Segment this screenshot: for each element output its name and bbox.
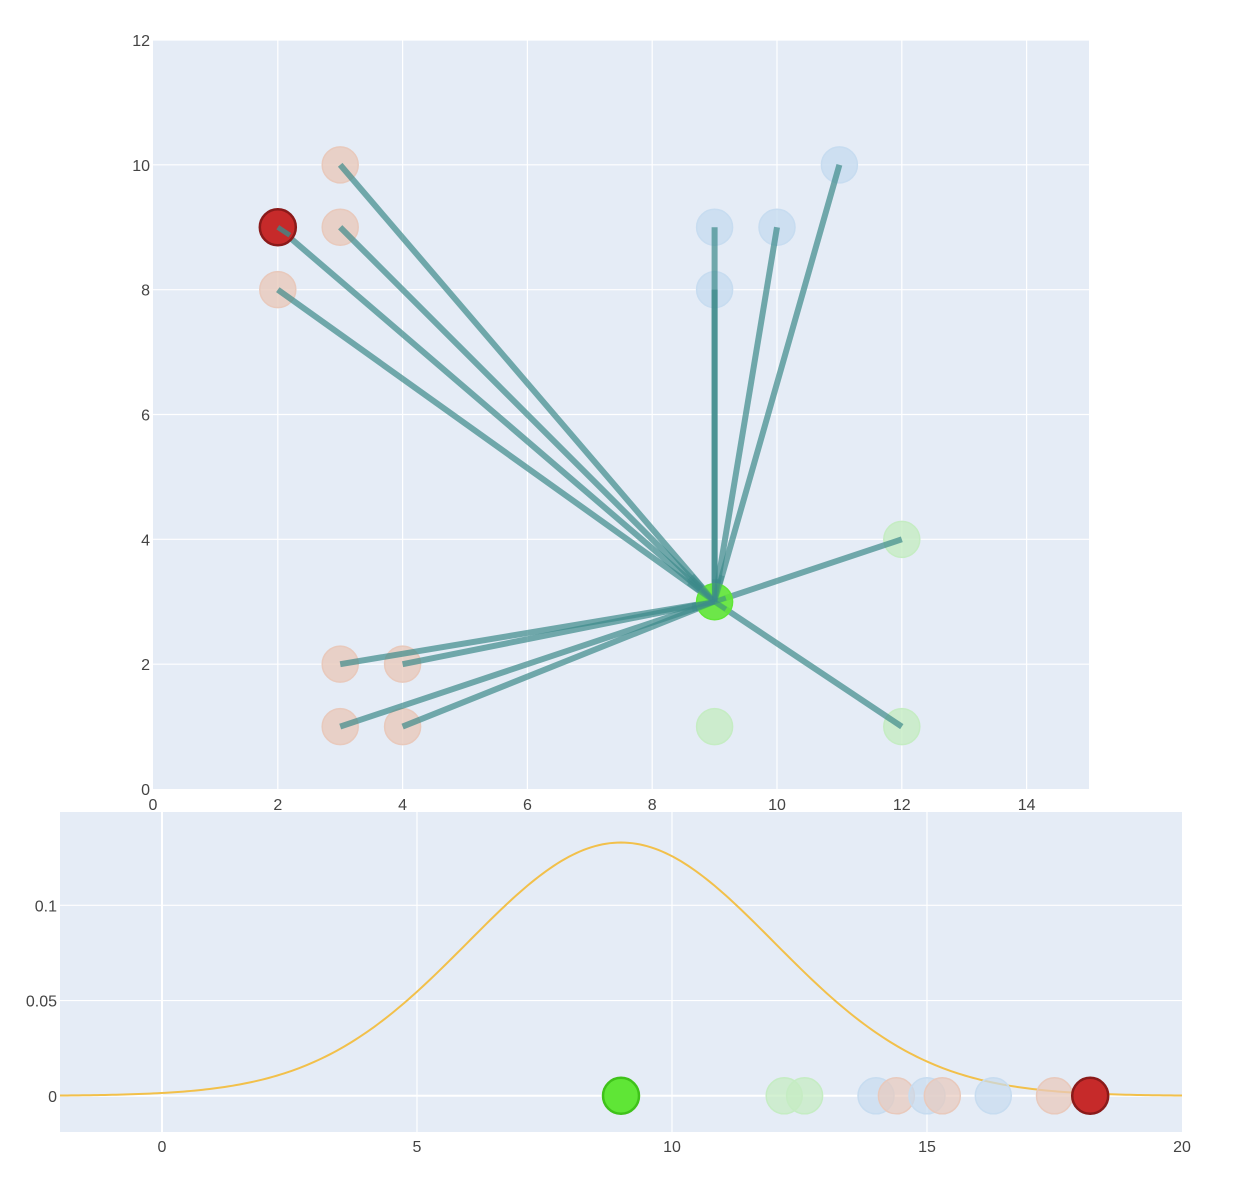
top-point [695,707,734,746]
top-y-tick-label: 0 [141,782,150,799]
bottom-y-tick-label: 0 [48,1089,57,1106]
bottom-point [785,1077,824,1115]
top-y-tick-label: 6 [141,408,150,425]
bottom-y-tick-label: 0.1 [35,898,57,915]
top-connection-line [337,162,717,604]
top-y-tick-label: 8 [141,283,150,300]
top-connection-line [711,164,843,603]
bottom-x-tick-label: 0 [158,1139,167,1156]
top-center-line-segment [713,599,728,612]
top-x-tick-label: 10 [768,797,786,814]
top-x-tick-label: 0 [149,797,158,814]
top-y-tick-label: 10 [132,158,150,175]
top-x-tick-label: 6 [523,797,532,814]
top-x-tick-label: 4 [398,797,407,814]
bottom-point [601,1076,641,1116]
bottom-point [923,1077,962,1115]
top-scatter-chart: 0 2 4 6 8 10 12 14 0 2 4 6 8 10 12 [132,33,1089,814]
top-center-line-segment [694,599,716,612]
bottom-x-tick-label: 10 [663,1139,681,1156]
top-connection-line [711,226,780,603]
bottom-y-tick-labels: 0 0.05 0.1 [26,898,57,1105]
bottom-y-tick-label: 0.05 [26,994,57,1011]
top-x-tick-label: 2 [273,797,282,814]
bottom-point [1070,1076,1110,1116]
bottom-point [1035,1077,1074,1115]
bottom-density-chart: 0 5 10 15 20 0 0.05 0.1 [26,812,1191,1156]
top-y-tick-label: 4 [141,532,150,549]
bottom-x-tick-label: 20 [1173,1139,1191,1156]
bottom-x-tick-labels: 0 5 10 15 20 [158,1139,1191,1156]
bottom-points [601,1076,1110,1116]
top-connection-line [713,536,903,605]
top-connection-line [339,598,716,730]
top-connection-line [276,287,717,605]
top-x-tick-label: 14 [1018,797,1036,814]
top-connection-line [275,224,717,605]
top-connection-lines [275,162,904,730]
top-connection-line [338,225,717,604]
bottom-x-tick-label: 15 [918,1139,936,1156]
top-y-tick-labels: 0 2 4 6 8 10 12 [132,33,150,799]
bottom-x-tick-label: 5 [413,1139,422,1156]
top-highlight-line-stub [276,225,292,238]
top-center-line-segment [686,580,717,604]
top-connection-line [401,598,716,730]
top-y-tick-label: 12 [132,33,150,50]
top-y-tick-label: 2 [141,657,150,674]
bottom-point [974,1077,1013,1115]
top-connection-line [402,598,716,668]
top-x-tick-labels: 0 2 4 6 8 10 12 14 [149,797,1036,814]
top-connection-line [712,599,904,730]
top-x-tick-label: 12 [893,797,911,814]
top-x-tick-label: 8 [648,797,657,814]
